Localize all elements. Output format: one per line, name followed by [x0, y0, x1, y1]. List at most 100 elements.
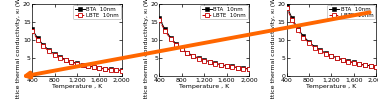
BTA  10nm [208, 61, 212, 62]
LBTE  10nm [363, 65, 367, 66]
BTA  10nm [191, 55, 195, 56]
LBTE  10nm [119, 70, 124, 71]
LBTE  10nm [241, 68, 246, 69]
BTA  10nm [340, 59, 345, 60]
LBTE  10nm [74, 63, 79, 65]
LBTE  10nm [208, 62, 212, 63]
LBTE  10nm [284, 7, 289, 8]
LBTE  10nm [80, 64, 85, 66]
BTA  10nm [69, 61, 74, 62]
LBTE  10nm [69, 62, 74, 63]
LBTE  10nm [168, 38, 173, 40]
BTA  10nm [74, 63, 79, 64]
LBTE  10nm [103, 68, 107, 70]
BTA  10nm [64, 59, 68, 60]
LBTE  10nm [318, 51, 322, 52]
BTA  10nm [335, 57, 339, 58]
LBTE  10nm [352, 62, 356, 63]
BTA  10nm [235, 67, 240, 68]
LBTE  10nm [36, 39, 40, 40]
BTA  10nm [114, 69, 118, 70]
BTA  10nm [196, 58, 201, 59]
BTA  10nm [103, 68, 107, 69]
LBTE  10nm [202, 60, 206, 61]
BTA  10nm [86, 65, 90, 66]
BTA  10nm [284, 5, 289, 6]
BTA  10nm [91, 66, 96, 67]
LBTE  10nm [374, 67, 378, 68]
BTA  10nm [246, 68, 251, 69]
LBTE  10nm [163, 30, 167, 31]
LBTE  10nm [174, 44, 178, 45]
BTA  10nm [180, 48, 184, 49]
Y-axis label: Lattice thermal conductivity, κₗ (Wm⁻¹K⁻¹): Lattice thermal conductivity, κₗ (Wm⁻¹K⁻… [143, 0, 149, 99]
LBTE  10nm [312, 47, 317, 48]
BTA  10nm [324, 52, 328, 54]
LBTE  10nm [224, 66, 229, 67]
BTA  10nm [290, 18, 294, 19]
FancyArrowPatch shape [26, 12, 370, 78]
BTA  10nm [329, 55, 334, 56]
X-axis label: Temperature , K: Temperature , K [306, 84, 356, 89]
BTA  10nm [312, 46, 317, 47]
Line: BTA  10nm: BTA 10nm [285, 4, 378, 69]
BTA  10nm [163, 29, 167, 30]
Text: 2%: 2% [332, 9, 343, 18]
LBTE  10nm [91, 67, 96, 68]
LBTE  10nm [296, 29, 300, 31]
Line: LBTE  10nm: LBTE 10nm [285, 6, 378, 69]
LBTE  10nm [335, 58, 339, 59]
Legend: BTA  10nm, LBTE  10nm: BTA 10nm, LBTE 10nm [73, 5, 121, 19]
BTA  10nm [368, 65, 373, 66]
LBTE  10nm [218, 64, 223, 66]
BTA  10nm [168, 37, 173, 38]
BTA  10nm [157, 18, 162, 19]
Legend: BTA  10nm, LBTE  10nm: BTA 10nm, LBTE 10nm [200, 5, 248, 19]
Y-axis label: Lattice thermal conductivity, κₗ (Wm⁻¹K⁻¹): Lattice thermal conductivity, κₗ (Wm⁻¹K⁻… [15, 0, 22, 99]
LBTE  10nm [30, 30, 34, 32]
LBTE  10nm [196, 58, 201, 59]
Text: -2%: -2% [77, 9, 91, 18]
BTA  10nm [352, 62, 356, 63]
X-axis label: Temperature , K: Temperature , K [179, 84, 229, 89]
BTA  10nm [357, 63, 362, 65]
Line: LBTE  10nm: LBTE 10nm [158, 19, 251, 71]
LBTE  10nm [58, 57, 62, 58]
BTA  10nm [52, 54, 57, 55]
LBTE  10nm [157, 20, 162, 21]
BTA  10nm [36, 38, 40, 39]
LBTE  10nm [86, 66, 90, 67]
BTA  10nm [80, 64, 85, 65]
LBTE  10nm [357, 64, 362, 65]
BTA  10nm [41, 45, 46, 46]
BTA  10nm [119, 70, 124, 71]
BTA  10nm [213, 63, 218, 64]
LBTE  10nm [185, 53, 190, 54]
LBTE  10nm [64, 60, 68, 61]
LBTE  10nm [108, 69, 113, 70]
BTA  10nm [174, 43, 178, 45]
Legend: BTA  10nm, LBTE  10nm: BTA 10nm, LBTE 10nm [327, 5, 375, 19]
BTA  10nm [318, 50, 322, 51]
X-axis label: Temperature , K: Temperature , K [52, 84, 102, 89]
LBTE  10nm [246, 68, 251, 70]
Line: BTA  10nm: BTA 10nm [30, 28, 124, 72]
LBTE  10nm [346, 61, 350, 62]
LBTE  10nm [114, 69, 118, 71]
BTA  10nm [218, 64, 223, 65]
LBTE  10nm [97, 68, 102, 69]
LBTE  10nm [41, 46, 46, 47]
LBTE  10nm [329, 56, 334, 57]
Text: 0%: 0% [204, 9, 216, 18]
BTA  10nm [108, 69, 113, 70]
BTA  10nm [185, 52, 190, 53]
BTA  10nm [46, 50, 51, 51]
LBTE  10nm [324, 53, 328, 54]
LBTE  10nm [290, 20, 294, 21]
BTA  10nm [97, 67, 102, 69]
BTA  10nm [296, 28, 300, 29]
LBTE  10nm [191, 56, 195, 57]
BTA  10nm [241, 68, 246, 69]
LBTE  10nm [180, 49, 184, 50]
Line: LBTE  10nm: LBTE 10nm [30, 29, 124, 73]
